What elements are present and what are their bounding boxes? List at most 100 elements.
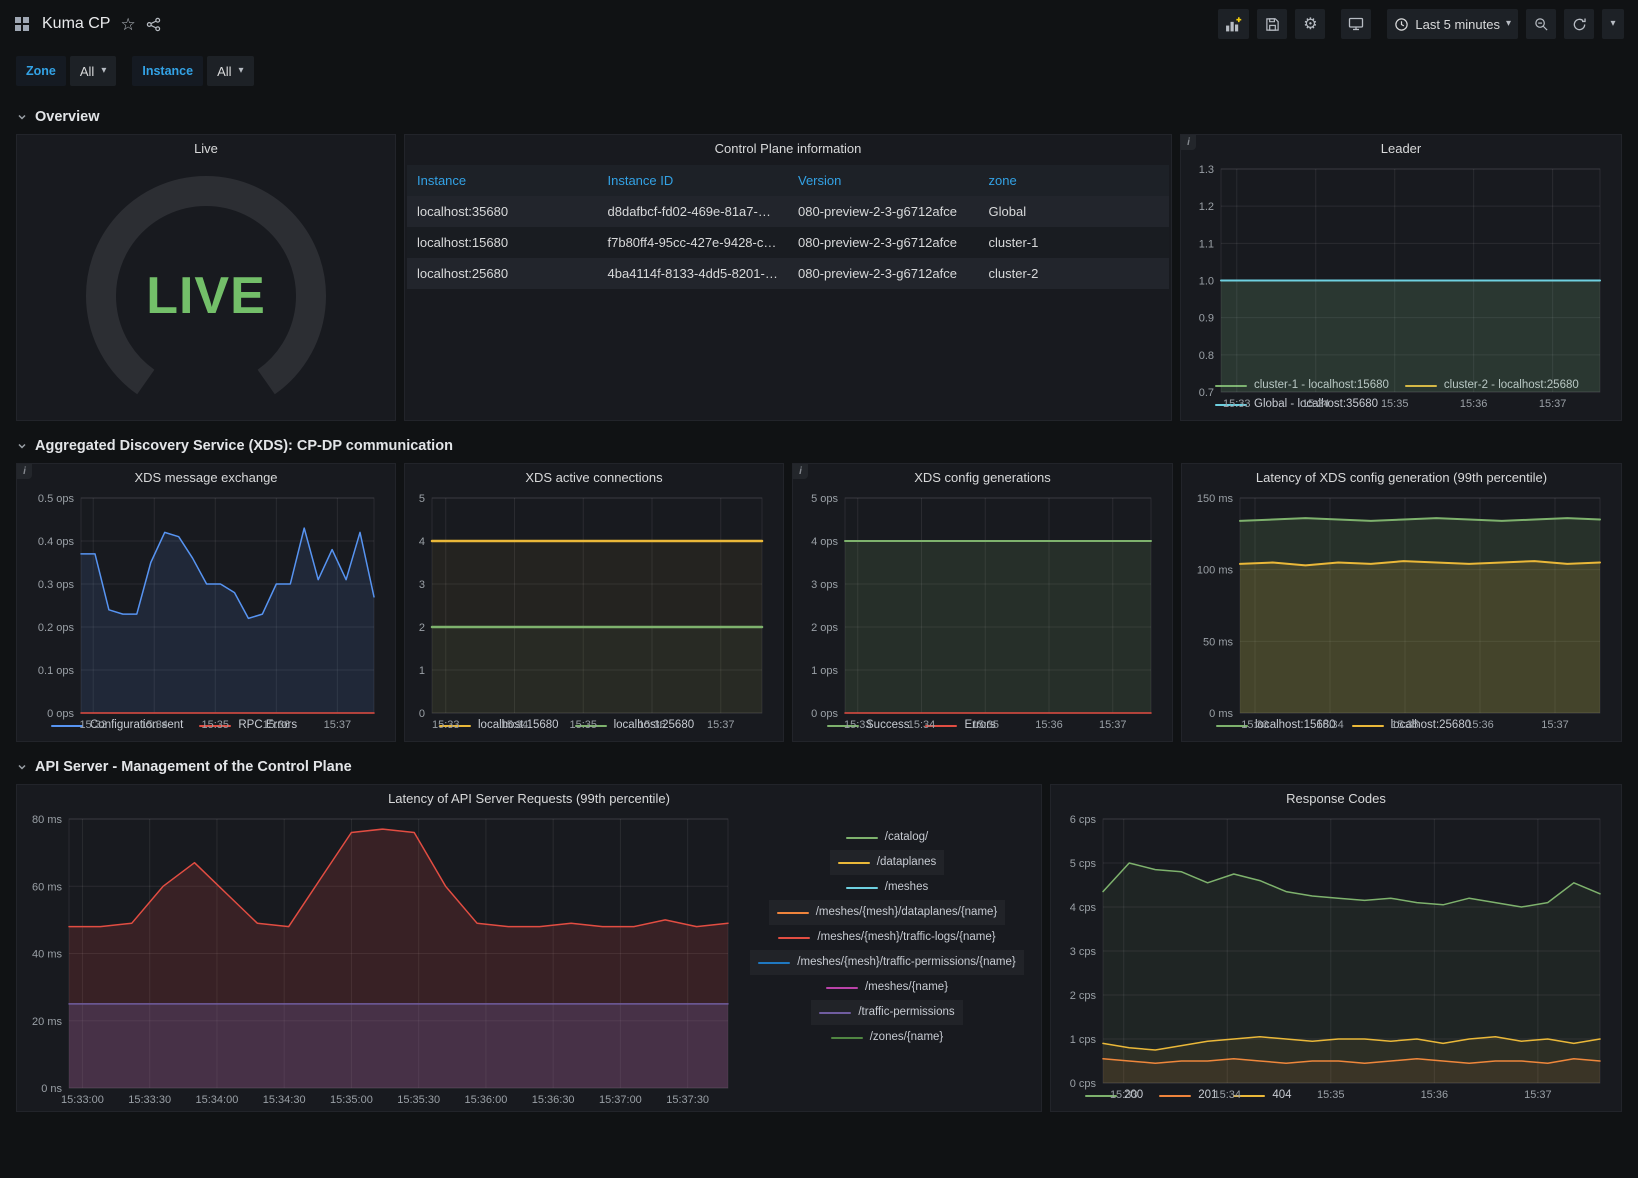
legend-item[interactable]: /meshes/{mesh}/traffic-logs/{name} bbox=[770, 925, 1003, 950]
xds-active-connections-chart[interactable]: 54321015:3315:3415:3515:3615:37 bbox=[413, 490, 775, 714]
svg-text:0.8: 0.8 bbox=[1199, 350, 1214, 362]
svg-text:15:37:00: 15:37:00 bbox=[599, 1094, 642, 1106]
svg-text:50 ms: 50 ms bbox=[1203, 636, 1233, 648]
column-header-version[interactable]: Version bbox=[788, 165, 979, 196]
variable-instance-value-dropdown[interactable]: All ▾ bbox=[207, 56, 253, 86]
variable-zone-value-dropdown[interactable]: All ▾ bbox=[70, 56, 116, 86]
panel-title-leader[interactable]: Leader bbox=[1181, 135, 1621, 161]
series-color-dash bbox=[826, 987, 858, 989]
column-header-instance[interactable]: Instance bbox=[407, 165, 598, 196]
section-header-api-server[interactable]: API Server - Management of the Control P… bbox=[16, 750, 1622, 784]
svg-text:15:34: 15:34 bbox=[1213, 1089, 1241, 1101]
svg-text:80 ms: 80 ms bbox=[32, 814, 62, 826]
svg-text:15:37: 15:37 bbox=[1099, 719, 1127, 731]
xds-latency-chart[interactable]: 150 ms100 ms50 ms0 ms15:3315:3415:3515:3… bbox=[1190, 490, 1613, 714]
legend-item[interactable]: /traffic-permissions bbox=[811, 1000, 962, 1025]
legend-item[interactable]: /dataplanes bbox=[830, 850, 944, 875]
panel-info-icon[interactable]: i bbox=[793, 464, 808, 479]
svg-text:1 cps: 1 cps bbox=[1070, 1034, 1097, 1046]
svg-text:0.1 ops: 0.1 ops bbox=[38, 665, 75, 677]
dashboard-settings-button[interactable]: ⚙ bbox=[1295, 9, 1325, 39]
cycle-view-button[interactable] bbox=[1341, 9, 1371, 39]
chevron-down-icon: ▾ bbox=[239, 66, 244, 76]
time-range-picker[interactable]: Last 5 minutes ▾ bbox=[1387, 9, 1518, 39]
svg-text:15:36: 15:36 bbox=[1466, 719, 1494, 731]
svg-text:15:34: 15:34 bbox=[1302, 398, 1330, 410]
api-latency-chart[interactable]: 80 ms60 ms40 ms20 ms0 ns15:33:0015:33:30… bbox=[25, 811, 741, 1108]
svg-text:100 ms: 100 ms bbox=[1197, 565, 1234, 577]
panel-info-icon[interactable]: i bbox=[17, 464, 32, 479]
zoom-out-button[interactable] bbox=[1526, 9, 1556, 39]
legend-item[interactable]: /catalog/ bbox=[838, 825, 936, 850]
xds-message-exchange-chart[interactable]: 0.5 ops0.4 ops0.3 ops0.2 ops0.1 ops0 ops… bbox=[25, 490, 387, 714]
svg-text:15:33: 15:33 bbox=[1223, 398, 1251, 410]
chart-svg-xds_msg: 0.5 ops0.4 ops0.3 ops0.2 ops0.1 ops0 ops… bbox=[25, 490, 387, 733]
panel-title-response-codes[interactable]: Response Codes bbox=[1051, 785, 1621, 811]
legend-item[interactable]: /meshes/{name} bbox=[818, 975, 956, 1000]
share-icon[interactable] bbox=[146, 17, 161, 32]
svg-text:0 ops: 0 ops bbox=[811, 708, 838, 720]
panel-title-api-latency[interactable]: Latency of API Server Requests (99th per… bbox=[17, 785, 1041, 811]
chart-svg-xds_gen: 5 ops4 ops3 ops2 ops1 ops0 ops15:3315:34… bbox=[801, 490, 1164, 733]
chevron-down-icon bbox=[16, 761, 28, 773]
svg-text:0.4 ops: 0.4 ops bbox=[38, 536, 75, 548]
chevron-down-icon: ▾ bbox=[1506, 19, 1511, 29]
svg-text:15:37: 15:37 bbox=[1524, 1089, 1552, 1101]
column-header-zone[interactable]: zone bbox=[979, 165, 1170, 196]
svg-text:15:37: 15:37 bbox=[324, 719, 352, 731]
svg-text:15:36: 15:36 bbox=[638, 719, 666, 731]
series-name: /catalog/ bbox=[885, 828, 928, 847]
series-color-dash bbox=[846, 887, 878, 889]
svg-text:0 ms: 0 ms bbox=[1209, 708, 1233, 720]
svg-text:0 ns: 0 ns bbox=[41, 1083, 62, 1095]
panel-info-icon[interactable]: i bbox=[1181, 135, 1196, 150]
add-panel-button[interactable] bbox=[1218, 9, 1249, 39]
svg-text:15:36: 15:36 bbox=[1460, 398, 1488, 410]
series-color-dash bbox=[819, 1012, 851, 1014]
svg-text:20 ms: 20 ms bbox=[32, 1016, 62, 1028]
cell-instance: localhost:35680 bbox=[407, 196, 598, 227]
section-header-xds[interactable]: Aggregated Discovery Service (XDS): CP-D… bbox=[16, 429, 1622, 463]
svg-text:15:34:00: 15:34:00 bbox=[196, 1094, 239, 1106]
panel-title-xds-config-generations[interactable]: XDS config generations bbox=[793, 464, 1172, 490]
variable-instance-label: Instance bbox=[132, 56, 203, 86]
cell-instance-id: d8dafbcf-fd02-469e-81a7-79... bbox=[598, 196, 789, 227]
time-range-label: Last 5 minutes bbox=[1415, 17, 1500, 32]
svg-text:1.2: 1.2 bbox=[1199, 201, 1214, 213]
legend-item[interactable]: /meshes/{mesh}/traffic-permissions/{name… bbox=[750, 950, 1023, 975]
xds-config-generations-chart[interactable]: 5 ops4 ops3 ops2 ops1 ops0 ops15:3315:34… bbox=[801, 490, 1164, 714]
section-header-overview[interactable]: Overview bbox=[16, 100, 1622, 134]
panel-title-xds-message-exchange[interactable]: XDS message exchange bbox=[17, 464, 395, 490]
cell-zone: cluster-1 bbox=[979, 227, 1170, 258]
legend-item[interactable]: /zones/{name} bbox=[823, 1025, 952, 1050]
refresh-interval-dropdown[interactable]: ▾ bbox=[1602, 9, 1624, 39]
svg-text:0 ops: 0 ops bbox=[47, 708, 74, 720]
variable-instance: Instance All ▾ bbox=[132, 56, 253, 86]
section-title: Aggregated Discovery Service (XDS): CP-D… bbox=[35, 438, 453, 454]
favorite-star-icon[interactable]: ☆ bbox=[120, 16, 135, 33]
response-codes-chart[interactable]: 6 cps5 cps4 cps3 cps2 cps1 cps0 cps15:33… bbox=[1059, 811, 1613, 1084]
panel-title-cp-information[interactable]: Control Plane information bbox=[405, 135, 1171, 161]
refresh-button[interactable] bbox=[1564, 9, 1594, 39]
svg-text:0 cps: 0 cps bbox=[1070, 1078, 1097, 1090]
leader-chart[interactable]: 1.31.21.11.00.90.80.715:3315:3415:3515:3… bbox=[1189, 161, 1613, 374]
legend-item[interactable]: /meshes bbox=[838, 875, 936, 900]
panel-title-live[interactable]: Live bbox=[17, 135, 395, 161]
dashboards-grid-icon[interactable] bbox=[14, 16, 30, 32]
chevron-down-icon: ▾ bbox=[1610, 19, 1615, 29]
panel-xds-message-exchange: i XDS message exchange 0.5 ops0.4 ops0.3… bbox=[16, 463, 396, 742]
column-header-instance-id[interactable]: Instance ID bbox=[598, 165, 789, 196]
svg-text:15:35:00: 15:35:00 bbox=[330, 1094, 373, 1106]
svg-text:5 ops: 5 ops bbox=[811, 493, 838, 505]
panel-title-xds-latency[interactable]: Latency of XDS config generation (99th p… bbox=[1182, 464, 1621, 490]
svg-text:0.3 ops: 0.3 ops bbox=[38, 579, 75, 591]
svg-text:15:33:30: 15:33:30 bbox=[128, 1094, 171, 1106]
svg-text:15:34: 15:34 bbox=[1316, 719, 1344, 731]
legend-item[interactable]: /meshes/{mesh}/dataplanes/{name} bbox=[769, 900, 1006, 925]
svg-text:15:35: 15:35 bbox=[1391, 719, 1419, 731]
dashboard-title[interactable]: Kuma CP bbox=[42, 15, 110, 33]
save-dashboard-button[interactable] bbox=[1257, 9, 1287, 39]
svg-text:15:33: 15:33 bbox=[844, 719, 872, 731]
panel-title-xds-active-connections[interactable]: XDS active connections bbox=[405, 464, 783, 490]
svg-text:15:36:30: 15:36:30 bbox=[532, 1094, 575, 1106]
